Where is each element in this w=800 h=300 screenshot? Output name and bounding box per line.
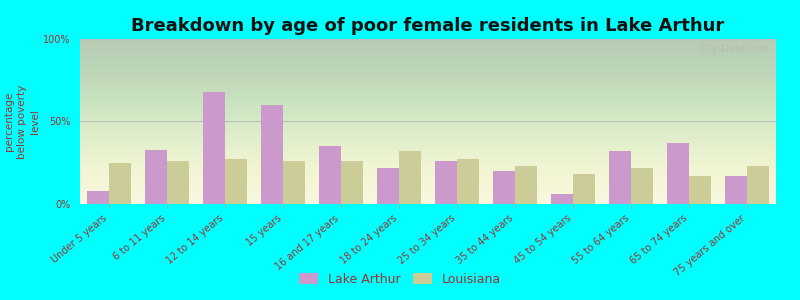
Bar [725,176,747,204]
Bar [689,176,711,204]
Bar [609,151,631,204]
Bar [399,151,421,204]
Bar [283,161,305,204]
Bar [167,161,189,204]
Bar [319,146,341,204]
Bar [377,168,399,204]
Bar [747,166,769,204]
Title: Breakdown by age of poor female residents in Lake Arthur: Breakdown by age of poor female resident… [131,17,725,35]
Bar [261,105,283,204]
Bar [515,166,537,204]
Bar [551,194,573,204]
Bar [225,159,247,204]
Bar [203,92,225,204]
Text: City-Data.com: City-Data.com [699,44,769,54]
Bar [493,171,515,204]
Bar [341,161,363,204]
Bar [145,149,167,204]
Legend: Lake Arthur, Louisiana: Lake Arthur, Louisiana [294,268,506,291]
Y-axis label: percentage
below poverty
level: percentage below poverty level [3,84,40,159]
Bar [573,174,595,204]
Bar [435,161,457,204]
Bar [87,191,109,204]
Bar [667,143,689,204]
Bar [631,168,653,204]
Bar [457,159,479,204]
Bar [109,163,131,204]
